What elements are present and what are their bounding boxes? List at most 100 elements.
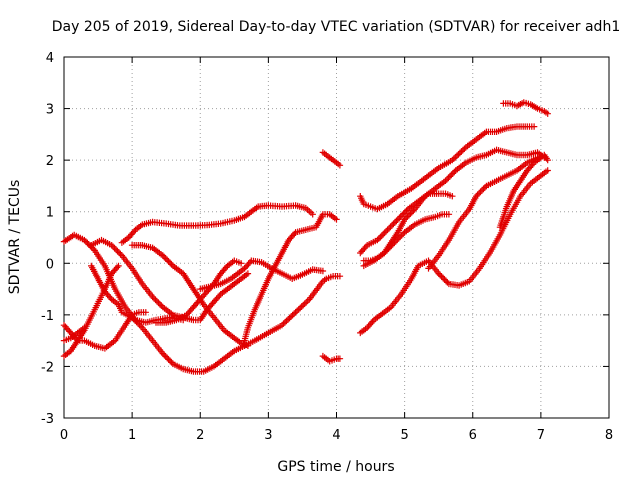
series-trace-r [360,211,453,270]
data-point [81,324,88,331]
data-point [441,276,448,283]
data-point [113,264,121,271]
data-point [166,259,174,267]
data-point [300,301,307,309]
series-trace-u [500,99,551,117]
data-point [375,235,382,242]
data-point [152,296,159,303]
data-point [162,353,169,360]
data-point [408,208,416,216]
data-point [168,261,175,268]
data-point [81,236,88,244]
data-point [394,236,401,243]
data-point [336,355,344,362]
data-point [286,314,293,322]
y-tick-label: -2 [41,360,54,375]
x-tick-label: 7 [537,428,545,443]
data-point [131,317,139,324]
data-point [473,193,480,200]
data-point [388,242,395,249]
data-point [377,233,384,241]
data-point [448,171,455,179]
data-point [142,309,149,316]
data-point [393,217,400,225]
data-point [153,298,161,305]
x-tick-label: 0 [60,428,68,443]
data-point [399,211,406,219]
data-point [336,273,344,280]
data-point [398,232,405,239]
data-point [111,245,118,252]
data-point [443,176,451,183]
data-point [403,207,410,214]
data-point [128,314,136,321]
data-point [381,249,388,257]
data-point [159,350,166,357]
data-point [112,246,120,253]
data-point [292,309,299,316]
data-point [298,303,305,310]
series-trace-p [357,190,456,257]
data-point [278,322,286,329]
data-point [244,270,252,277]
data-point [459,146,467,154]
data-point [280,320,287,327]
y-tick-label: 1 [46,206,54,221]
data-point [530,123,538,130]
data-point [165,356,172,363]
data-point [383,246,391,254]
data-point [361,245,368,252]
data-point [208,283,215,291]
data-point [386,243,394,251]
data-point [449,193,456,200]
data-point [453,152,461,159]
series-trace-s [425,151,551,272]
data-point [446,173,454,180]
data-point [336,162,344,169]
data-point [436,271,444,279]
data-point [131,228,138,235]
data-point [133,318,140,326]
x-axis-label: GPS time / hours [277,459,394,475]
series-trace-t [496,154,545,231]
data-point [103,290,110,297]
data-point [166,357,174,365]
data-point [407,210,414,217]
data-point [394,216,401,223]
data-point [390,220,397,228]
x-tick-label: 5 [400,428,408,443]
data-point [201,291,208,298]
data-point [303,299,310,306]
data-point [301,300,308,307]
x-tick-label: 6 [469,428,477,443]
data-point [222,264,230,271]
data-point [410,207,417,214]
data-point [439,274,447,282]
data-point [402,214,410,222]
series-trace-d [60,324,88,344]
data-point [445,174,452,181]
data-point [475,190,483,197]
data-point [401,216,408,223]
data-point [212,297,219,304]
data-markers [60,99,551,375]
data-point [435,270,442,277]
data-point [378,232,385,239]
data-point [295,306,302,313]
data-point [544,156,551,164]
data-point [388,222,396,229]
data-point [438,273,445,280]
data-point [287,313,295,320]
data-point [374,236,381,244]
x-tick-label: 8 [605,428,613,443]
series-trace-j [152,257,245,326]
data-point [458,148,465,155]
data-point [389,240,397,248]
data-point [381,229,388,236]
data-point [442,277,450,285]
y-tick-label: 4 [46,51,54,66]
data-point [396,214,403,222]
data-point [289,311,296,319]
data-point [387,223,394,230]
data-point [445,211,453,218]
